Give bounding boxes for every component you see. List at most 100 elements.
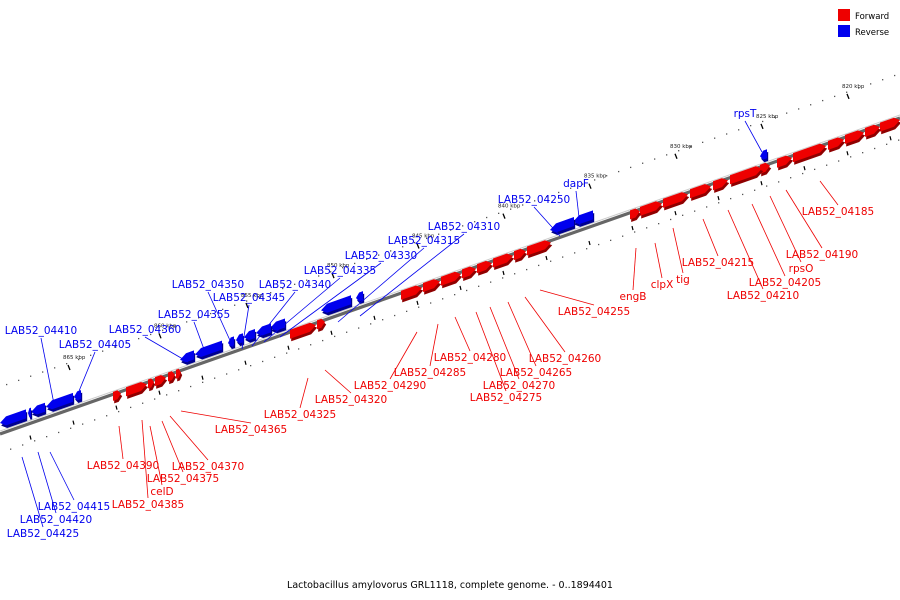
label-lab52-04185: LAB52_04185 [802, 180, 874, 218]
lower-track-dot [706, 206, 708, 208]
gene-lab52-04410[interactable] [46, 392, 75, 412]
gene-lab52-04420[interactable] [28, 407, 33, 420]
lower-tick [287, 345, 290, 350]
upper-track-dot [306, 279, 308, 281]
lower-track-dot [58, 431, 60, 434]
gene-lab52-04310[interactable] [356, 291, 365, 305]
upper-track-dot [870, 83, 872, 85]
gene-lab52-04370[interactable] [168, 371, 177, 385]
gene-lab52-04210[interactable] [713, 178, 730, 193]
gene-lab52-04250[interactable] [550, 217, 576, 235]
gene-lab52-04325[interactable] [290, 322, 318, 342]
gene-lab52-04385[interactable] [126, 382, 149, 399]
lower-track-dot [382, 319, 384, 321]
gene-lab52-04205[interactable] [730, 166, 764, 187]
gene-lab52-04360[interactable] [180, 350, 196, 365]
major-tick [416, 243, 420, 249]
lower-tick [244, 360, 247, 365]
upper-track-dot [858, 87, 860, 89]
gene-lab52-04345[interactable] [236, 333, 245, 347]
gene-lab52-04190[interactable] [777, 155, 794, 171]
lower-track-dot [826, 164, 828, 166]
gene-lab52-04185c[interactable] [845, 130, 866, 147]
upper-track-dot [222, 308, 224, 311]
upper-track-dot [486, 216, 488, 219]
gene-label: LAB52_04425 [7, 528, 80, 540]
tick-label-830-kbp: 830 kbp [670, 144, 693, 150]
gene-lab52-04355[interactable] [195, 340, 224, 360]
gene-lab52-04215[interactable] [690, 184, 713, 201]
gene-dapf[interactable] [573, 210, 595, 227]
gene-lab52-04320[interactable] [317, 318, 327, 332]
major-tick [331, 272, 335, 279]
gene-lab52-04270[interactable] [477, 260, 494, 276]
gene-label: LAB52_04280 [434, 352, 507, 364]
label-lab52-04205: LAB52_04205 [749, 203, 821, 289]
gene-label: LAB52_04385 [112, 499, 185, 511]
gene-engb[interactable] [630, 208, 642, 222]
gene-lab52-04185a[interactable] [880, 117, 900, 135]
gene-lab52-04365[interactable] [176, 368, 183, 382]
lower-track-dot [262, 360, 264, 363]
gene-lab52-04425[interactable] [0, 409, 28, 428]
gene-lab52-04415[interactable] [31, 402, 47, 418]
lower-track-dot [154, 398, 156, 400]
leader-line [769, 195, 802, 263]
lower-track-dot [670, 218, 672, 221]
leader-line [337, 247, 425, 323]
upper-track-dot [66, 363, 68, 365]
gene-lab52-04285[interactable] [423, 279, 442, 295]
label-lab52-04355: LAB52_04355 [158, 309, 230, 353]
gene-lab52-04350[interactable] [228, 336, 236, 350]
gene-lab52-04260[interactable] [514, 248, 528, 263]
lower-tick [459, 285, 462, 291]
gene-clpx[interactable] [640, 201, 664, 219]
upper-track-dot [570, 187, 572, 189]
gene-lab52-04375[interactable] [155, 374, 168, 389]
leader-line [454, 316, 471, 352]
gene-label: LAB52_04390 [87, 460, 160, 472]
gene-lab52-04255[interactable] [527, 240, 553, 259]
gene-tig[interactable] [663, 192, 690, 211]
upper-track-dot [534, 200, 536, 202]
upper-track-dot [18, 379, 20, 382]
gene-lab52-04185[interactable] [793, 143, 828, 165]
upper-track-dot [78, 358, 80, 361]
figure-caption: Lactobacillus amylovorus GRL1118, comple… [287, 580, 613, 591]
leader-line [389, 331, 418, 380]
lower-track-dot [538, 264, 540, 267]
gene-body [828, 137, 844, 150]
gene-lab52-04340[interactable] [244, 328, 257, 343]
legend-reverse-label: Reverse [855, 28, 889, 38]
upper-track-dot [798, 108, 800, 110]
gene-lab52-04275[interactable] [462, 266, 478, 281]
gene-body [113, 390, 121, 401]
lower-track-dot [238, 369, 240, 371]
gene-rpst[interactable] [760, 149, 769, 163]
leader-line [324, 369, 352, 394]
label-lab52-04375: LAB52_04375 [147, 420, 219, 485]
label-lab52-04410: LAB52_04410 [5, 325, 77, 405]
gene-lab52-04405[interactable] [74, 390, 83, 404]
label-lab52-04270: LAB52_04270 [483, 306, 555, 392]
upper-track-dot [474, 221, 476, 223]
gene-lab52-04290[interactable] [401, 285, 424, 303]
gene-lab52-04265[interactable] [493, 253, 515, 271]
gene-lab52-04185d[interactable] [828, 137, 846, 153]
gene-lab52-04280[interactable] [441, 271, 463, 289]
gene-lab52-04390[interactable] [113, 390, 123, 404]
label-lab52-04425: LAB52_04425 [7, 456, 80, 540]
lower-track-dot [310, 344, 312, 346]
leader-line [279, 262, 382, 338]
label-celd: celD [149, 425, 174, 498]
upper-track-dot [522, 204, 524, 206]
lower-track-dot [346, 331, 348, 333]
gene-body [126, 382, 147, 397]
gene-celd[interactable] [148, 378, 156, 392]
gene-lab52-04315[interactable] [321, 295, 353, 316]
leader-line [819, 180, 839, 206]
major-tick [158, 333, 162, 339]
gene-lab52-04185b[interactable] [865, 124, 882, 140]
leader-line [475, 311, 507, 392]
label-lab52-04315: LAB52_04315 [337, 235, 460, 323]
